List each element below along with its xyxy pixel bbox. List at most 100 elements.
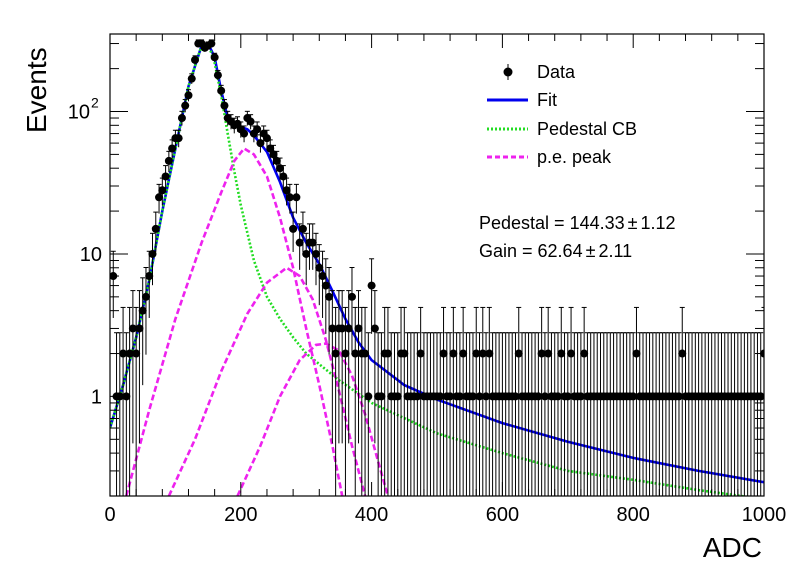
- data-point-marker: [318, 272, 327, 281]
- data-point: [364, 332, 373, 496]
- data-point: [361, 306, 370, 496]
- data-point-marker: [331, 349, 340, 358]
- data-point-marker: [312, 249, 321, 258]
- data-point-marker: [354, 324, 363, 333]
- data-point: [168, 139, 177, 159]
- y-tick-label-1: 1: [91, 386, 102, 408]
- pe-peak-curve-3: [236, 342, 390, 496]
- data-point: [246, 114, 255, 130]
- data-point-marker: [295, 238, 304, 247]
- data-point: [125, 306, 134, 496]
- data-point-marker: [367, 281, 376, 290]
- data-point-marker: [416, 349, 425, 358]
- data-point-marker: [246, 117, 255, 126]
- data-point-marker: [468, 392, 477, 401]
- data-point: [544, 306, 553, 496]
- data-point-marker: [446, 392, 455, 401]
- legend-data-marker: [503, 67, 513, 77]
- data-point: [632, 306, 641, 496]
- data-point-marker: [632, 349, 641, 358]
- data-point-marker: [674, 392, 683, 401]
- data-point: [351, 306, 360, 496]
- data-point: [511, 332, 520, 496]
- data-point: [158, 177, 167, 206]
- y-tick-label-100-exponent: 2: [91, 95, 99, 111]
- data-point-marker: [138, 306, 147, 315]
- data-point-marker: [132, 349, 141, 358]
- data-point-marker: [455, 392, 464, 401]
- x-tick-label: 200: [224, 504, 257, 526]
- data-point-marker: [266, 144, 275, 153]
- x-axis-title: ADC: [703, 532, 762, 563]
- data-point-marker: [161, 172, 170, 181]
- data-point-marker: [377, 392, 386, 401]
- data-point: [383, 306, 392, 496]
- data-point: [485, 306, 494, 496]
- data-point-marker: [540, 392, 549, 401]
- x-tick-label: 800: [617, 504, 650, 526]
- data-point-marker: [315, 263, 324, 272]
- data-point-marker: [557, 349, 566, 358]
- pedestal-cb-curve: [110, 41, 751, 496]
- data-point: [446, 332, 455, 496]
- data-point: [272, 150, 281, 173]
- data-point-marker: [125, 349, 134, 358]
- data-point: [678, 306, 687, 496]
- legend-item-pe-peak: p.e. peak: [487, 147, 612, 167]
- data-point-marker: [514, 349, 523, 358]
- data-point-marker: [344, 324, 353, 333]
- data-point: [331, 306, 340, 496]
- pedestal-error: 1.12: [641, 213, 676, 233]
- pedestal-annotation: Pedestal = 144.33 ±1.12: [479, 213, 676, 233]
- data-point: [367, 258, 376, 334]
- gain-value: Gain = 62.64: [479, 241, 583, 261]
- data-point: [475, 332, 484, 496]
- data-point-marker: [537, 349, 546, 358]
- data-point: [436, 332, 445, 496]
- data-point-marker: [580, 349, 589, 358]
- data-point: [312, 232, 321, 286]
- data-point: [325, 266, 334, 355]
- data-point-marker: [119, 349, 128, 358]
- data-point: [207, 39, 216, 48]
- data-point-marker: [553, 392, 562, 401]
- data-point: [537, 306, 546, 496]
- data-point-marker: [472, 349, 481, 358]
- data-point-marker: [292, 193, 301, 202]
- x-tick-label: 400: [355, 504, 388, 526]
- data-point: [413, 332, 422, 496]
- legend-label-pe-peak: p.e. peak: [537, 147, 612, 167]
- data-point-marker: [276, 164, 285, 173]
- data-point-marker: [181, 101, 190, 110]
- data-point-marker: [341, 349, 350, 358]
- data-point: [449, 306, 458, 496]
- data-point: [459, 306, 468, 496]
- y-tick-label-10: 10: [80, 244, 102, 266]
- data-point-marker: [253, 125, 262, 134]
- plot-frame: [109, 33, 765, 497]
- data-point-marker: [174, 134, 183, 143]
- data-point: [292, 183, 301, 214]
- data-point: [174, 129, 183, 148]
- data-point-marker: [544, 349, 553, 358]
- data-point: [119, 306, 128, 496]
- data-point-marker: [272, 156, 281, 165]
- data-points-layer: [110, 39, 764, 496]
- data-point-marker: [338, 324, 347, 333]
- data-point-marker: [413, 392, 422, 401]
- pedestal-value: Pedestal = 144.33: [479, 213, 625, 233]
- data-point: [240, 125, 249, 143]
- data-point-marker: [256, 139, 265, 148]
- data-point: [308, 223, 317, 270]
- x-tick-label: 1000: [742, 504, 787, 526]
- data-point-marker: [449, 349, 458, 358]
- data-point: [141, 266, 150, 355]
- data-point-marker: [158, 186, 167, 195]
- data-point-marker: [191, 55, 200, 64]
- data-point-marker: [436, 392, 445, 401]
- data-point: [468, 332, 477, 496]
- data-point-marker: [459, 349, 468, 358]
- data-point: [132, 306, 141, 496]
